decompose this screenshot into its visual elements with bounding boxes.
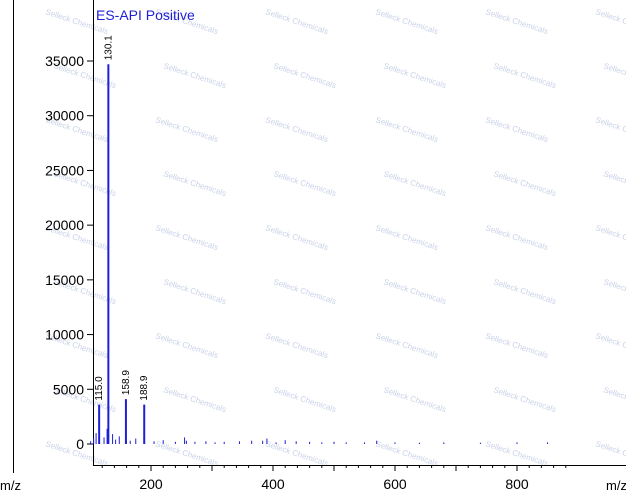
x-axis-ticks: 200 400 600 800	[101, 465, 567, 492]
watermark-text: Selleck Chemicals	[264, 115, 329, 144]
watermark-text: Selleck Chemicals	[272, 61, 337, 90]
peak-label: 188.9	[139, 375, 150, 400]
watermark-text: Selleck Chemicals	[272, 169, 337, 198]
watermark-text: Selleck Chemicals	[272, 277, 337, 306]
watermark-text: Selleck Chemicals	[264, 439, 329, 468]
watermark-text: Selleck Chemicals	[154, 115, 219, 144]
y-tick-label: 15000	[45, 272, 84, 288]
chart-title: ES-API Positive	[96, 7, 195, 23]
watermark-text: Selleck Chemicals	[272, 385, 337, 414]
x-axis-unit-label: m/z	[606, 478, 626, 493]
watermark-text: Selleck Chemicals	[382, 277, 447, 306]
peak-labels: 130.1 158.9 188.9 115.0	[94, 35, 150, 401]
watermark-text: Selleck Chemicals	[492, 277, 557, 306]
y-tick-label: 35000	[45, 53, 84, 69]
watermark-text: Selleck Chemicals	[602, 61, 626, 90]
x-tick-label: 600	[383, 476, 407, 492]
watermark-text: Selleck Chemicals	[382, 385, 447, 414]
spectrum-peaks	[90, 64, 548, 444]
watermark-text: Selleck Chemicals	[594, 115, 626, 144]
watermark-text: Selleck Chemicals	[374, 223, 439, 252]
watermark-text: Selleck Chemicals	[594, 439, 626, 468]
watermark-text: Selleck Chemicals	[602, 169, 626, 198]
watermark-text: Selleck Chemicals	[264, 331, 329, 360]
watermark-text: Selleck Chemicals	[162, 169, 227, 198]
watermark-text: Selleck Chemicals	[374, 439, 439, 468]
watermark-text: Selleck Chemicals	[492, 385, 557, 414]
watermark-text: Selleck Chemicals	[382, 169, 447, 198]
watermark-text: Selleck Chemicals	[484, 331, 549, 360]
watermark-text: Selleck Chemicals	[602, 385, 626, 414]
x-tick-label: 400	[261, 476, 285, 492]
watermark-text: Selleck Chemicals	[484, 223, 549, 252]
watermark-text: Selleck Chemicals	[162, 61, 227, 90]
watermark-text: Selleck Chemicals	[162, 385, 227, 414]
y-tick-label: 10000	[45, 327, 84, 343]
watermark-text: Selleck Chemicals	[154, 223, 219, 252]
peak-label: 130.1	[103, 35, 114, 60]
y-tick-label: 5000	[53, 381, 84, 397]
left-axis-unit-fragment: m/z	[0, 478, 21, 493]
watermark-text: Selleck Chemicals	[154, 331, 219, 360]
watermark-text: Selleck Chemicals	[264, 7, 329, 36]
y-tick-label: 0	[76, 436, 84, 452]
watermark-text: Selleck Chemicals	[484, 115, 549, 144]
watermark-text: Selleck Chemicals	[264, 223, 329, 252]
watermark-text: Selleck Chemicals	[382, 61, 447, 90]
y-axis-ticks: 0 5000 10000 15000 20000 25000 30000 35000	[45, 53, 93, 452]
peak-label: 115.0	[94, 376, 105, 401]
watermark-text: Selleck Chemicals	[594, 223, 626, 252]
y-tick-label: 20000	[45, 217, 84, 233]
x-tick-label: 800	[505, 476, 529, 492]
x-tick-label: 200	[139, 476, 163, 492]
peak-label: 158.9	[121, 370, 132, 395]
watermark-layer: Selleck Chemicals Selleck Chemicals Sellec…	[44, 7, 626, 468]
watermark-text: Selleck Chemicals	[484, 7, 549, 36]
watermark-text: Selleck Chemicals	[162, 277, 227, 306]
watermark-text: Selleck Chemicals	[492, 61, 557, 90]
y-tick-label: 25000	[45, 162, 84, 178]
y-tick-label: 30000	[45, 108, 84, 124]
watermark-text: Selleck Chemicals	[594, 7, 626, 36]
watermark-text: Selleck Chemicals	[492, 169, 557, 198]
watermark-text: Selleck Chemicals	[374, 7, 439, 36]
watermark-text: Selleck Chemicals	[602, 277, 626, 306]
watermark-text: Selleck Chemicals	[594, 331, 626, 360]
watermark-text: Selleck Chemicals	[374, 115, 439, 144]
watermark-text: Selleck Chemicals	[374, 331, 439, 360]
